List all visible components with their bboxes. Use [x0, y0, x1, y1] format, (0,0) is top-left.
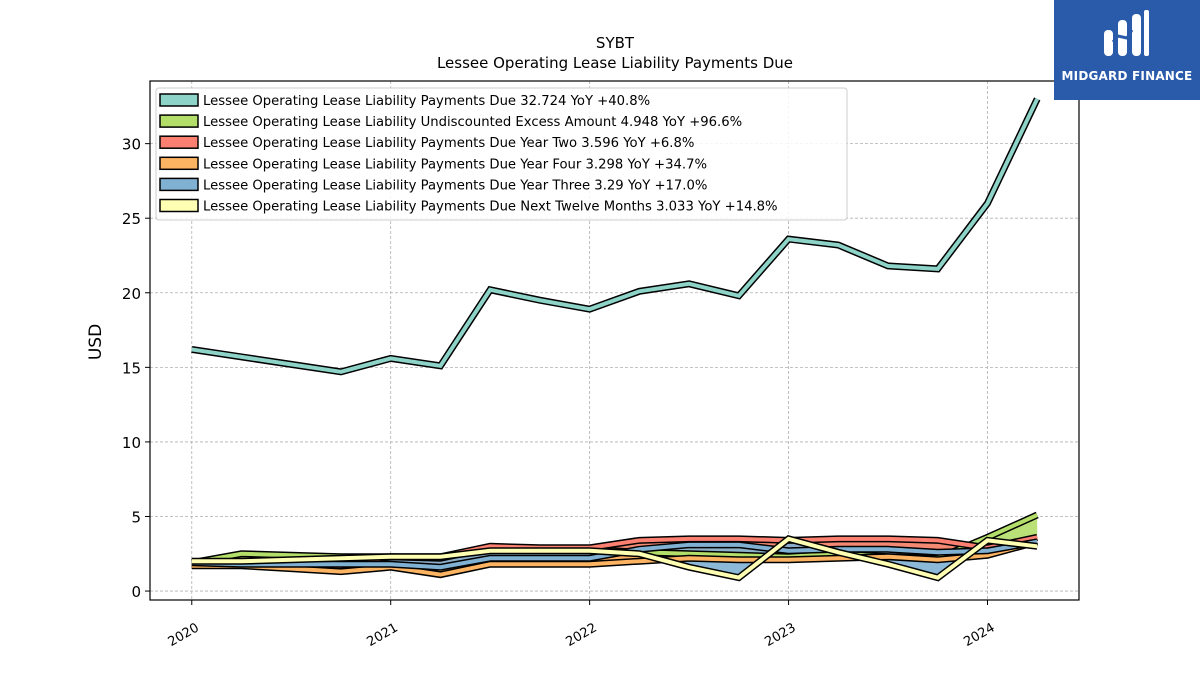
legend-box	[155, 87, 848, 221]
legend-swatch	[159, 93, 199, 107]
legend-entry: Lessee Operating Lease Liability Payment…	[203, 157, 707, 172]
y-tick-label: 5	[131, 508, 141, 526]
y-tick-label: 15	[122, 359, 141, 377]
x-tick-label: 2024	[961, 620, 997, 650]
y-tick-label: 30	[122, 136, 141, 154]
logo-text: MIDGARD FINANCE	[1061, 69, 1193, 83]
legend-entry: Lessee Operating Lease Liability Payment…	[203, 200, 778, 215]
series-line	[191, 536, 1038, 580]
legend: Lessee Operating Lease Liability Payment…	[155, 87, 848, 221]
legend-swatch	[159, 156, 199, 171]
x-tick-label: 2022	[563, 620, 599, 650]
y-axis-label: USD	[86, 324, 106, 360]
legend-swatch	[159, 177, 199, 192]
series-line	[191, 98, 1040, 374]
brand-logo: MIDGARD FINANCE	[1054, 0, 1200, 100]
chart-title: SYBT	[596, 34, 635, 52]
plot-frame	[149, 80, 1080, 601]
logo-mark-icon	[1104, 10, 1149, 56]
y-tick-label: 0	[131, 583, 141, 601]
series-line	[191, 539, 1038, 577]
y-tick-label: 25	[122, 210, 141, 228]
y-tick-label: 10	[122, 434, 141, 452]
x-tick-label: 2021	[365, 620, 401, 650]
chart-subtitle: Lessee Operating Lease Liability Payment…	[437, 54, 793, 72]
legend-swatch	[159, 198, 199, 213]
axes: 0 5 10 15 20 25 30 2020 2021 2022 2023 2024	[122, 80, 1080, 650]
x-tick-label: 2023	[762, 620, 798, 650]
legend-swatch	[159, 135, 199, 149]
legend-entry: Lessee Operating Lease Liability Payment…	[203, 136, 694, 151]
legend-entry: Lessee Operating Lease Liability Payment…	[203, 178, 707, 193]
legend-swatch	[159, 114, 199, 128]
legend-entry: Lessee Operating Lease Liability Payment…	[203, 94, 650, 109]
legend-entry: Lessee Operating Lease Liability Undisco…	[203, 115, 742, 130]
series-lines	[191, 97, 1041, 582]
y-tick-label: 20	[122, 285, 141, 303]
x-tick-label: 2020	[166, 620, 202, 650]
